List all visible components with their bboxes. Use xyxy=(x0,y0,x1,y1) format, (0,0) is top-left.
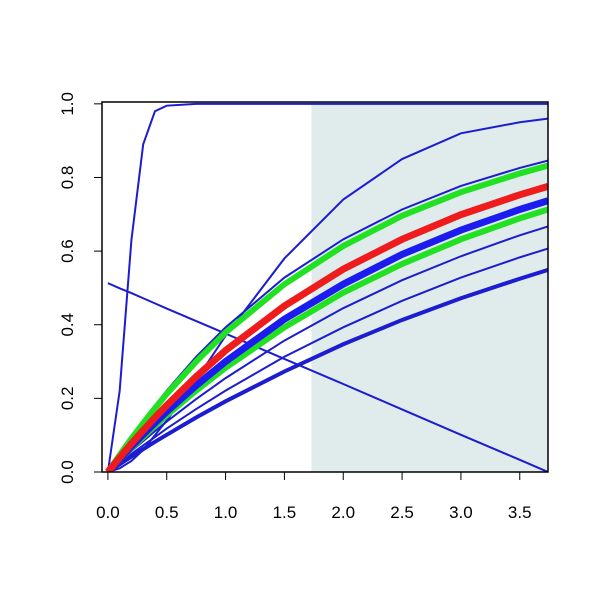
y-tick-label: 0.8 xyxy=(58,166,77,190)
series-line xyxy=(107,247,548,472)
x-tick-label: 2.0 xyxy=(331,503,355,522)
x-tick-label: 2.5 xyxy=(390,503,414,522)
series-line xyxy=(107,282,548,472)
plot-box xyxy=(101,101,549,473)
series-line xyxy=(106,102,548,472)
series-line xyxy=(105,182,548,472)
x-tick-label: 0.5 xyxy=(155,503,179,522)
shaded-region xyxy=(311,102,548,472)
x-tick-label: 1.0 xyxy=(214,503,238,522)
series-line xyxy=(105,162,548,472)
y-tick-label: 0.4 xyxy=(58,313,77,337)
y-tick-label: 0.0 xyxy=(58,460,77,484)
y-tick-label: 1.0 xyxy=(58,92,77,116)
x-tick-label: 3.0 xyxy=(449,503,473,522)
y-tick-label: 0.6 xyxy=(58,239,77,263)
series-line xyxy=(107,117,548,472)
x-tick-label: 3.5 xyxy=(508,503,532,522)
series-line xyxy=(106,267,548,472)
x-tick-label: 1.5 xyxy=(273,503,297,522)
x-tick-label: 0.0 xyxy=(96,503,120,522)
y-tick-label: 0.2 xyxy=(58,387,77,411)
